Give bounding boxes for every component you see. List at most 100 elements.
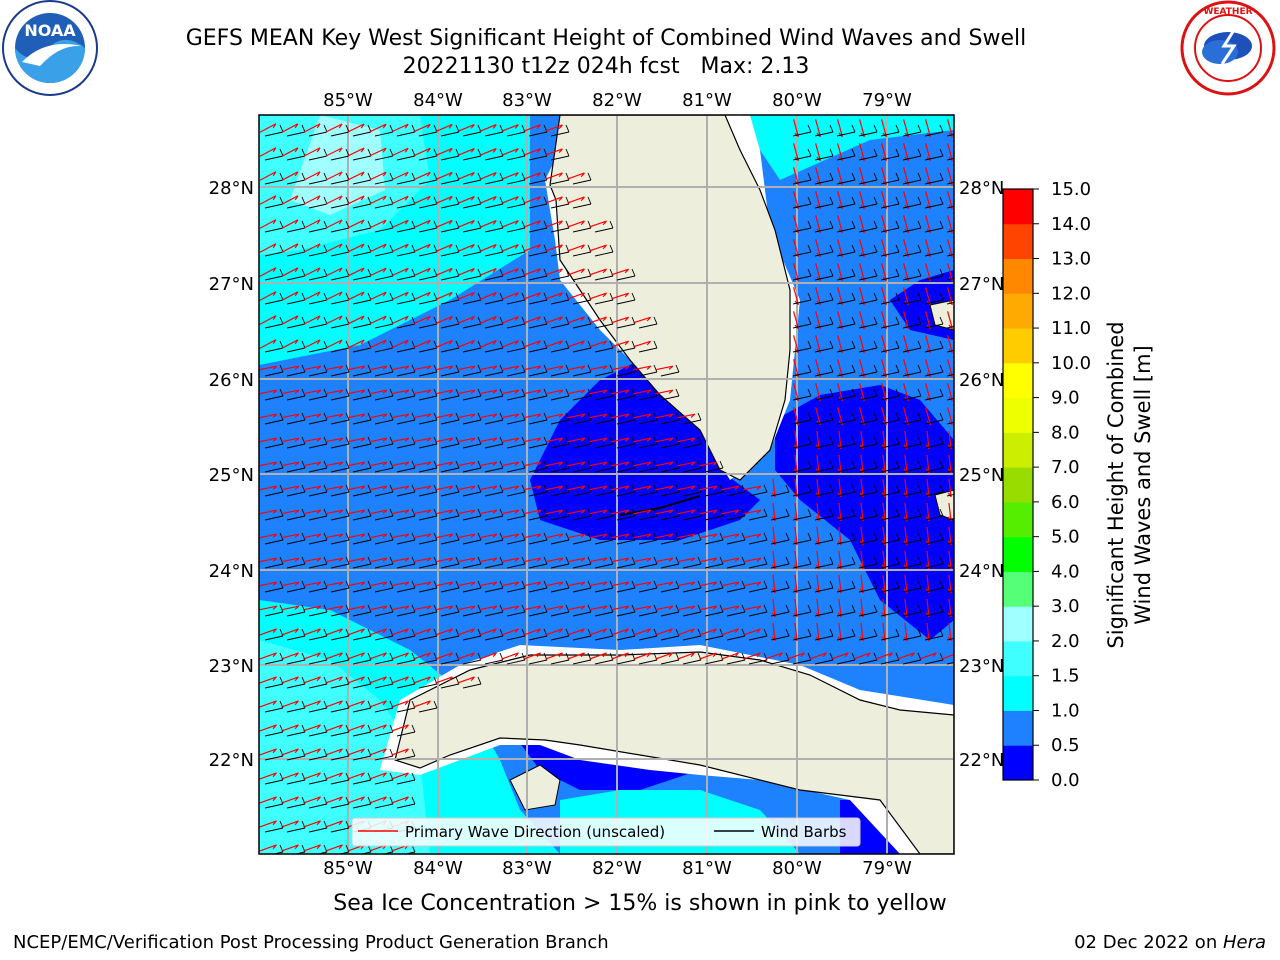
wave-arrow-head <box>470 605 476 610</box>
wave-direction-arrow <box>545 148 563 156</box>
wind-barb <box>572 515 592 521</box>
wind-barb-flag <box>279 484 284 493</box>
wave-arrow-head <box>426 413 432 418</box>
wave-arrow-head <box>448 437 454 442</box>
wave-direction-arrow <box>837 239 843 257</box>
wind-barb <box>682 539 702 545</box>
wave-direction-arrow <box>347 147 365 157</box>
wave-arrow-head <box>360 533 366 538</box>
wind-barb <box>836 635 856 641</box>
wave-direction-arrow <box>816 526 820 546</box>
wave-direction-arrow <box>479 389 497 395</box>
wind-barb-flag <box>807 196 812 205</box>
map-legend: Primary Wave Direction (unscaled) Wind B… <box>351 817 861 847</box>
wave-arrow-head <box>514 509 520 514</box>
wave-direction-arrow <box>435 676 453 684</box>
wind-barb-flag <box>851 316 856 325</box>
wind-barb <box>858 515 878 521</box>
wind-barb <box>264 347 284 353</box>
wind-barb <box>308 299 328 305</box>
wave-direction-arrow <box>479 268 497 276</box>
wave-direction-arrow <box>633 340 651 348</box>
wind-barb <box>506 467 526 473</box>
wave-direction-arrow <box>259 581 277 587</box>
wave-arrow-head <box>815 564 820 570</box>
wave-direction-arrow <box>391 267 409 277</box>
wind-barb <box>836 251 856 257</box>
wave-arrow-head <box>338 461 344 466</box>
wind-barb <box>286 251 306 257</box>
wind-barb <box>330 491 350 497</box>
wind-barb <box>264 203 284 209</box>
wind-barb-flag <box>873 532 878 541</box>
wave-arrow-head <box>903 492 908 498</box>
wave-direction-arrow <box>567 581 585 587</box>
wind-barb-flag <box>521 412 526 421</box>
wind-barb <box>484 299 504 305</box>
wave-direction-arrow <box>794 430 798 450</box>
wind-barb-flag <box>939 436 944 445</box>
wind-barb <box>418 371 438 377</box>
wind-barb-flag <box>499 388 504 397</box>
wave-arrow-head <box>815 516 820 522</box>
wave-direction-arrow <box>391 509 409 515</box>
wind-barb-flag <box>741 484 746 493</box>
colorbar-tick-label: 2.0 <box>1051 631 1080 652</box>
wave-direction-arrow <box>369 700 387 708</box>
colorbar-tick-label: 7.0 <box>1051 457 1080 478</box>
wind-barb-flag <box>653 340 658 349</box>
wave-direction-arrow <box>567 316 585 324</box>
wind-barb <box>330 395 350 401</box>
wave-arrow-head <box>426 219 431 225</box>
wave-direction-arrow <box>611 652 629 660</box>
wind-barb <box>726 563 746 569</box>
wave-direction-arrow <box>501 533 519 539</box>
wave-direction-arrow <box>882 478 886 498</box>
wave-arrow-head <box>272 628 277 634</box>
wind-barb <box>814 587 834 593</box>
wave-direction-arrow <box>303 267 321 277</box>
wave-direction-arrow <box>545 628 563 636</box>
wave-arrow-head <box>470 652 475 658</box>
wave-direction-arrow <box>413 219 431 229</box>
wind-barb <box>396 659 416 665</box>
wind-barb <box>484 395 504 401</box>
wind-barb <box>286 203 306 209</box>
wind-barb-flag <box>962 125 965 132</box>
wind-barb-flag <box>917 532 922 541</box>
wind-barb <box>748 635 768 641</box>
wave-direction-arrow <box>391 652 409 660</box>
wave-arrow-head <box>734 605 740 610</box>
wave-direction-arrow <box>523 292 541 300</box>
wave-direction-arrow <box>794 502 798 522</box>
wind-barb <box>770 635 790 641</box>
colorbar-tick-label: 11.0 <box>1051 318 1091 339</box>
wind-barb-flag <box>411 508 416 517</box>
wind-barb <box>814 251 834 257</box>
wind-barb <box>792 395 812 401</box>
wind-barb <box>440 515 460 521</box>
wave-arrow-head <box>602 316 607 322</box>
wind-barb <box>396 443 416 449</box>
wave-arrow-head <box>338 652 343 658</box>
wind-barb-flag <box>367 436 372 445</box>
wind-barb <box>264 395 284 401</box>
wind-barb-flag <box>873 220 878 229</box>
wave-direction-arrow <box>853 652 871 660</box>
footer-date-text: 02 Dec 2022 on <box>1074 932 1223 953</box>
wave-arrow-head <box>536 268 541 273</box>
wave-direction-arrow <box>948 430 952 450</box>
wave-arrow-head <box>316 171 321 177</box>
wave-direction-arrow <box>837 263 843 281</box>
wind-barb <box>484 659 504 665</box>
wave-arrow-head <box>837 516 842 522</box>
wave-direction-arrow <box>391 628 409 636</box>
wave-direction-arrow <box>479 557 497 563</box>
wave-arrow-head <box>338 676 343 682</box>
wave-arrow-head <box>837 612 842 618</box>
wind-barb <box>858 371 878 377</box>
wind-barb <box>594 251 614 257</box>
wave-arrow-head <box>602 292 607 298</box>
wind-barb-flag <box>697 436 702 445</box>
wind-barb-flag <box>631 292 636 301</box>
